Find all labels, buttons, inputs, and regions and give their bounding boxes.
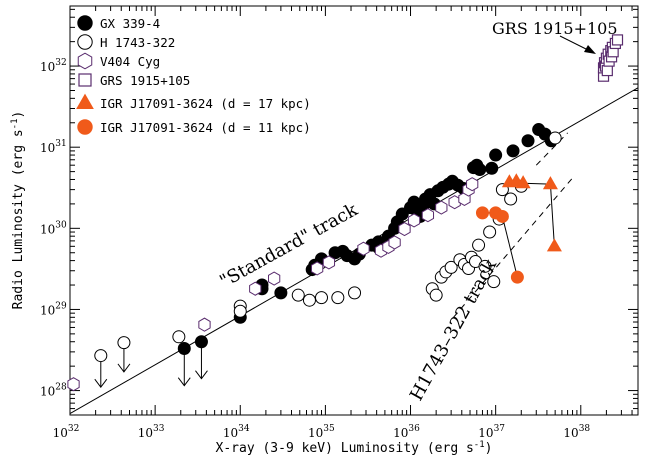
x-tick-label: 1034 — [223, 424, 250, 440]
x-tick-label: 1033 — [138, 424, 165, 440]
legend-marker — [76, 93, 94, 109]
data-point — [472, 238, 486, 252]
legend-marker — [77, 52, 93, 70]
data-point — [478, 259, 492, 273]
series-4 — [501, 173, 562, 252]
legend-label: GRS 1915+105 — [100, 73, 190, 88]
data-point — [506, 144, 520, 158]
y-tick-label: 1032 — [40, 58, 67, 74]
data-point — [510, 270, 524, 284]
y-tick-label: 1028 — [40, 383, 67, 399]
x-tick-label: 1035 — [308, 424, 335, 440]
legend-label: H 1743-322 — [100, 35, 175, 50]
upper-limit-arrowhead — [117, 363, 131, 373]
data-point — [487, 275, 501, 289]
legend-marker — [77, 119, 93, 135]
data-point — [177, 342, 191, 356]
data-point — [521, 134, 535, 148]
x-tick-label: 1032 — [53, 424, 80, 440]
legend-label: IGR J17091-3624 (d = 17 kpc) — [100, 96, 311, 111]
data-point — [429, 288, 443, 302]
data-point — [611, 34, 624, 46]
data-point — [249, 281, 262, 296]
data-point — [398, 221, 411, 237]
data-point — [421, 208, 435, 223]
data-point — [407, 213, 421, 228]
series-1 — [94, 131, 562, 363]
data-point — [504, 192, 518, 206]
data-point — [601, 64, 613, 77]
data-point — [233, 304, 247, 318]
legend-label: GX 339-4 — [100, 16, 160, 31]
y-tick-label: 1031 — [40, 139, 67, 155]
series-3 — [597, 34, 624, 82]
data-point — [117, 336, 131, 350]
y-tick-label: 1030 — [40, 220, 67, 236]
data-point — [388, 235, 401, 250]
data-point — [515, 175, 531, 189]
data-point — [314, 291, 328, 305]
fit-line-dashed — [535, 132, 568, 166]
series-0 — [177, 123, 558, 356]
data-points — [67, 34, 624, 392]
data-point — [302, 293, 316, 307]
y-tick-label: 1029 — [40, 301, 67, 317]
grs-label: GRS 1915+105 — [492, 19, 618, 38]
data-point — [444, 260, 458, 274]
data-point — [495, 209, 509, 223]
data-point — [348, 286, 362, 300]
legend-marker — [77, 34, 93, 50]
y-tick-labels: 1028 1029 1030 1031 1032 — [40, 58, 67, 399]
legend-label: IGR J17091-3624 (d = 11 kpc) — [100, 120, 311, 135]
legend-marker — [77, 15, 93, 31]
x-tick-label: 1037 — [478, 424, 505, 440]
x-tick-label: 1036 — [393, 424, 420, 440]
data-point — [466, 177, 479, 192]
data-point — [291, 288, 305, 302]
y-axis-title: Radio Luminosity (erg s-1) — [10, 111, 26, 310]
data-point — [435, 200, 448, 215]
data-point — [485, 161, 499, 175]
data-point — [194, 335, 208, 349]
data-point — [311, 261, 324, 276]
data-point — [483, 225, 497, 239]
plot-frame — [69, 5, 639, 416]
data-point — [357, 241, 370, 256]
data-point — [473, 163, 487, 177]
series-5 — [475, 206, 524, 284]
x-axis-title: X-ray (3-9 keV) Luminosity (erg s-1) — [216, 440, 493, 456]
axis-ticks — [69, 6, 638, 416]
upper-limit-arrowhead — [177, 377, 191, 387]
h1743-track-label: H1743–322 track — [406, 255, 502, 404]
fit-line-dashed — [453, 175, 576, 318]
legend-marker — [78, 73, 92, 87]
data-point — [489, 148, 503, 162]
data-point — [274, 286, 288, 300]
data-point — [542, 176, 558, 190]
series-2 — [67, 177, 479, 392]
grs-arrow — [559, 35, 596, 54]
data-point — [331, 291, 345, 305]
data-point — [94, 349, 108, 363]
legend-label: V404 Cyg — [100, 54, 160, 69]
data-point — [548, 131, 562, 145]
upper-limit-arrowhead — [94, 378, 108, 389]
data-point — [198, 317, 211, 332]
data-point — [546, 238, 562, 252]
x-tick-labels: 1032 1033 1034 1035 1036 1037 1038 — [53, 424, 591, 440]
upper-limit-arrowhead — [195, 370, 208, 380]
series-link — [501, 216, 518, 278]
legend: GX 339-4 H 1743-322 V404 Cyg GRS 1915+105 IG… — [76, 15, 311, 135]
data-point — [172, 330, 186, 344]
data-point — [268, 271, 281, 286]
data-point — [322, 255, 336, 270]
series-link — [549, 184, 555, 247]
data-point — [67, 377, 80, 392]
x-tick-label: 1038 — [563, 424, 590, 440]
data-point — [475, 206, 489, 220]
